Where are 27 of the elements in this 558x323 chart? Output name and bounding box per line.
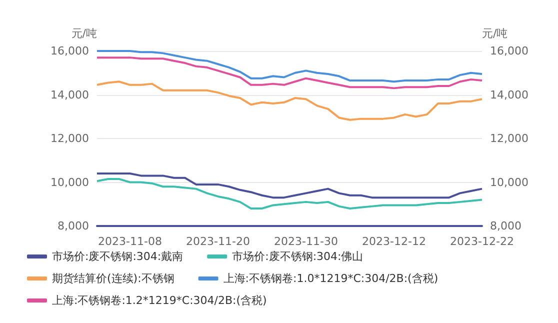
legend-label: 上海:不锈钢卷:1.2*1219*C:304/2B:(含税)	[52, 294, 267, 307]
y2-tick-label: 16,000	[490, 44, 528, 58]
y-tick-label: 10,000	[50, 176, 89, 189]
y2-axis-title: 元/吨	[482, 27, 508, 40]
legend-label: 期货结算价(连续):不锈钢	[52, 272, 174, 285]
line-series	[96, 50, 483, 83]
legend-label: 上海:不锈钢卷:1.0*1219*C:304/2B:(含税)	[223, 272, 438, 285]
x-tick-label: 2023-11-08	[98, 235, 162, 248]
line-series	[96, 172, 483, 199]
y-tick-label: 14,000	[50, 88, 89, 102]
y2-tick-label: 8,000	[490, 220, 522, 232]
y2-tick-label: 14,000	[490, 88, 528, 102]
y-axis-title: 元/吨	[71, 27, 97, 40]
y2-tick-label: 10,000	[490, 176, 528, 189]
y-tick-label: 12,000	[50, 132, 89, 145]
line-series	[96, 56, 483, 90]
legend-label: 市场价:废不锈钢:304:戴南	[52, 250, 184, 263]
x-tick-label: 2023-12-22	[450, 235, 514, 248]
x-tick-label: 2023-11-30	[274, 235, 338, 248]
legend-label: 市场价:废不锈钢:304:佛山	[232, 250, 364, 263]
line-series	[96, 178, 483, 210]
x-tick-label: 2023-12-12	[362, 235, 426, 248]
y2-tick-label: 12,000	[490, 132, 528, 145]
line-series	[96, 80, 483, 121]
y-tick-label: 8,000	[58, 220, 89, 232]
x-tick-label: 2023-11-20	[186, 235, 250, 248]
y-tick-label: 16,000	[50, 44, 89, 58]
